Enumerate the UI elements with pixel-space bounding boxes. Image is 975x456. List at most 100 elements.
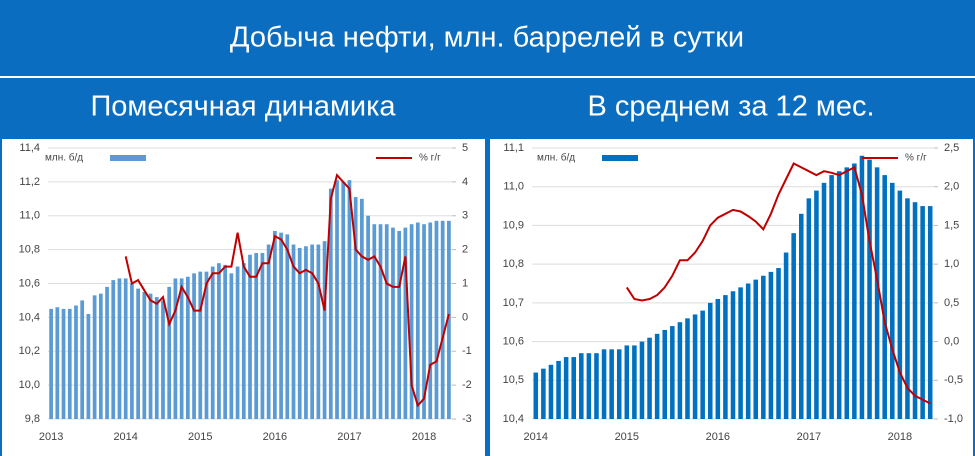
y-tick-label: 10,5 — [503, 374, 524, 386]
bar — [753, 279, 759, 419]
bar — [738, 287, 743, 419]
bar — [185, 276, 190, 419]
y-tick-label: 9,8 — [25, 413, 40, 425]
bar — [123, 278, 128, 419]
y-tick-label: 10,4 — [503, 413, 524, 425]
bar — [117, 278, 122, 419]
y2-tick-label: -2 — [462, 379, 472, 391]
bar — [434, 220, 439, 419]
bar — [130, 283, 134, 419]
x-tick-label: 2018 — [412, 431, 436, 443]
bar — [55, 307, 60, 419]
bar — [844, 167, 850, 419]
y-tick-label: 11,0 — [19, 210, 40, 222]
bar — [897, 190, 903, 419]
bar — [890, 182, 895, 419]
bar — [304, 246, 308, 419]
bar — [378, 224, 383, 419]
bar — [229, 273, 234, 419]
x-tick-label: 2016 — [706, 431, 730, 443]
bar — [272, 230, 277, 419]
bar — [859, 155, 865, 419]
y2-tick-label: -1 — [462, 345, 472, 357]
bar — [882, 175, 887, 419]
x-tick-label: 2015 — [188, 431, 212, 443]
y2-tick-label: 0 — [462, 311, 468, 323]
bar — [905, 198, 910, 419]
y-tick-label: 11,1 — [503, 142, 524, 154]
bar — [814, 190, 819, 419]
y2-tick-label: 0,0 — [944, 335, 959, 347]
y2-tick-label: 2,0 — [944, 181, 959, 193]
legend-swatch — [602, 155, 638, 161]
y2-tick-label: 1 — [462, 277, 468, 289]
bar — [266, 244, 271, 419]
bar — [798, 213, 804, 419]
slide-title: Добыча нефти, млн. баррелей в сутки — [230, 22, 744, 54]
bar — [829, 175, 834, 419]
bar — [422, 224, 426, 419]
bar — [571, 357, 576, 419]
bar — [310, 244, 315, 419]
bar — [179, 278, 184, 419]
bar — [328, 188, 333, 419]
bar — [260, 253, 265, 419]
bar — [836, 171, 842, 419]
bar — [662, 329, 668, 419]
bar — [173, 278, 178, 419]
bar — [867, 159, 872, 419]
bar — [440, 220, 445, 419]
y2-tick-label: 4 — [462, 176, 468, 188]
bar — [241, 263, 246, 419]
legend-label: млн. б/д — [537, 152, 575, 164]
bar — [806, 198, 812, 419]
bar — [415, 222, 420, 419]
bar — [86, 313, 91, 419]
x-tick-label: 2018 — [888, 431, 912, 443]
bar — [670, 326, 675, 419]
bar — [791, 233, 796, 419]
bar — [210, 266, 215, 419]
bar — [616, 349, 622, 419]
bar — [586, 353, 592, 419]
y2-tick-label: 3 — [462, 210, 468, 222]
bar — [548, 364, 554, 419]
y2-tick-label: 2 — [462, 244, 468, 256]
bar — [105, 286, 109, 419]
bar — [111, 280, 116, 419]
bar — [579, 353, 584, 419]
bar — [372, 224, 377, 419]
y2-tick-label: 1,5 — [944, 219, 959, 231]
bar — [715, 298, 721, 419]
bar — [235, 266, 240, 419]
line — [625, 162, 931, 405]
bar — [384, 224, 389, 419]
bar — [632, 345, 637, 419]
bar — [347, 180, 352, 419]
bar — [730, 291, 736, 419]
bar — [291, 244, 296, 419]
bar — [80, 300, 85, 419]
bar — [563, 357, 569, 419]
y2-tick-label: 5 — [462, 142, 468, 154]
bar — [341, 181, 346, 419]
bar — [556, 360, 561, 419]
bar — [428, 222, 433, 419]
y-tick-label: 10,8 — [19, 244, 40, 256]
x-tick-label: 2014 — [113, 431, 137, 443]
bar — [745, 283, 751, 419]
bar — [98, 293, 103, 419]
bar — [594, 353, 599, 419]
chart-title: Помесячная динамика — [90, 91, 396, 123]
bar — [533, 372, 539, 419]
bar — [391, 227, 395, 419]
bar — [912, 202, 918, 419]
x-tick-label: 2016 — [263, 431, 287, 443]
bar — [927, 206, 933, 419]
bar — [783, 252, 789, 419]
bar — [198, 271, 203, 419]
bar — [154, 297, 159, 419]
bar — [654, 333, 660, 419]
bar — [353, 197, 358, 419]
y-tick-label: 10,9 — [503, 219, 524, 231]
